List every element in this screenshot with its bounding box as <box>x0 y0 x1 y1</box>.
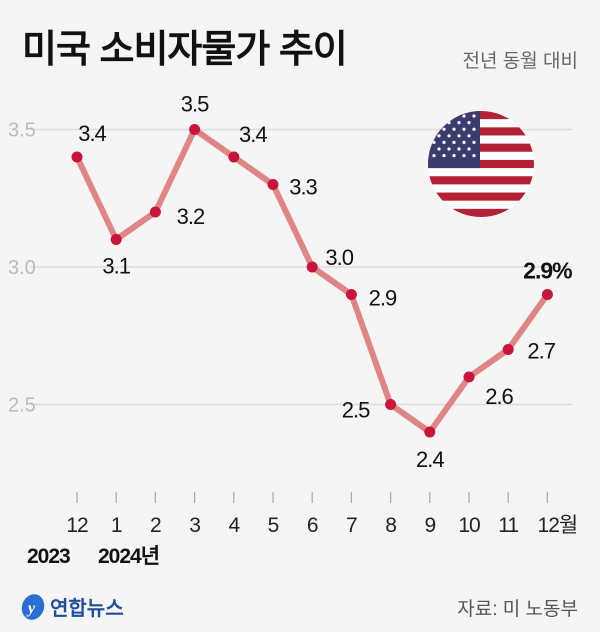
x-tick-label: 6 <box>307 514 318 537</box>
y-tick-label: 3.5 <box>8 120 36 142</box>
us-flag-icon <box>428 111 534 217</box>
data-point <box>541 289 553 300</box>
x-tick-label: 9 <box>424 514 435 537</box>
data-point <box>424 426 436 438</box>
data-point <box>189 124 201 135</box>
y-tick-label: 3.0 <box>8 257 36 279</box>
x-tick-label: 11 <box>498 514 518 537</box>
yonhap-logo-text: 연합뉴스 <box>50 598 124 620</box>
data-label: 2.5 <box>342 398 370 423</box>
data-label: 3.3 <box>289 175 317 200</box>
data-point <box>267 179 279 190</box>
data-label: 3.5 <box>181 92 209 117</box>
data-point <box>345 289 357 300</box>
x-tick-label: 12월 <box>538 514 578 537</box>
x-tick-label: 10 <box>458 514 480 537</box>
year-label: 2023 <box>27 545 70 568</box>
x-tick-label: 12 <box>66 514 88 537</box>
data-label: 2.6 <box>485 384 513 409</box>
x-tick-label: 1 <box>111 514 122 537</box>
yonhap-logo-icon: y <box>21 593 45 620</box>
data-point <box>228 151 240 163</box>
data-point <box>149 206 161 218</box>
y-tick-label: 2.5 <box>8 395 36 417</box>
source-note: 자료: 미 노동부 <box>457 599 578 620</box>
data-label: 2.9 <box>369 286 397 311</box>
data-label: 3.4 <box>78 121 106 146</box>
x-tick-label: 5 <box>268 514 279 537</box>
data-label: 3.1 <box>102 254 130 279</box>
data-point <box>110 234 122 245</box>
x-tick-label: 3 <box>189 514 200 537</box>
x-tick-label: 4 <box>228 514 240 537</box>
data-label: 2.7 <box>527 339 555 364</box>
x-tick-label: 8 <box>385 514 396 537</box>
data-point <box>71 151 83 163</box>
data-label: 3.4 <box>239 122 267 147</box>
year-label: 2024년 <box>98 545 159 568</box>
data-label: 2.4 <box>416 447 444 472</box>
svg-text:y: y <box>26 600 36 617</box>
x-tick-label: 7 <box>346 514 357 537</box>
data-label: 2.9% <box>523 258 572 284</box>
data-point <box>463 371 475 383</box>
x-tick-label: 2 <box>150 514 161 537</box>
data-label: 3.2 <box>177 204 205 229</box>
data-point <box>502 344 514 355</box>
data-label: 3.0 <box>325 245 353 270</box>
data-point <box>306 261 318 273</box>
chart-title: 미국 소비자물가 추이 <box>22 29 348 71</box>
yonhap-logo: y 연합뉴스 <box>20 592 124 621</box>
chart-subtitle: 전년 동월 대비 <box>462 51 578 72</box>
data-point <box>385 399 397 410</box>
